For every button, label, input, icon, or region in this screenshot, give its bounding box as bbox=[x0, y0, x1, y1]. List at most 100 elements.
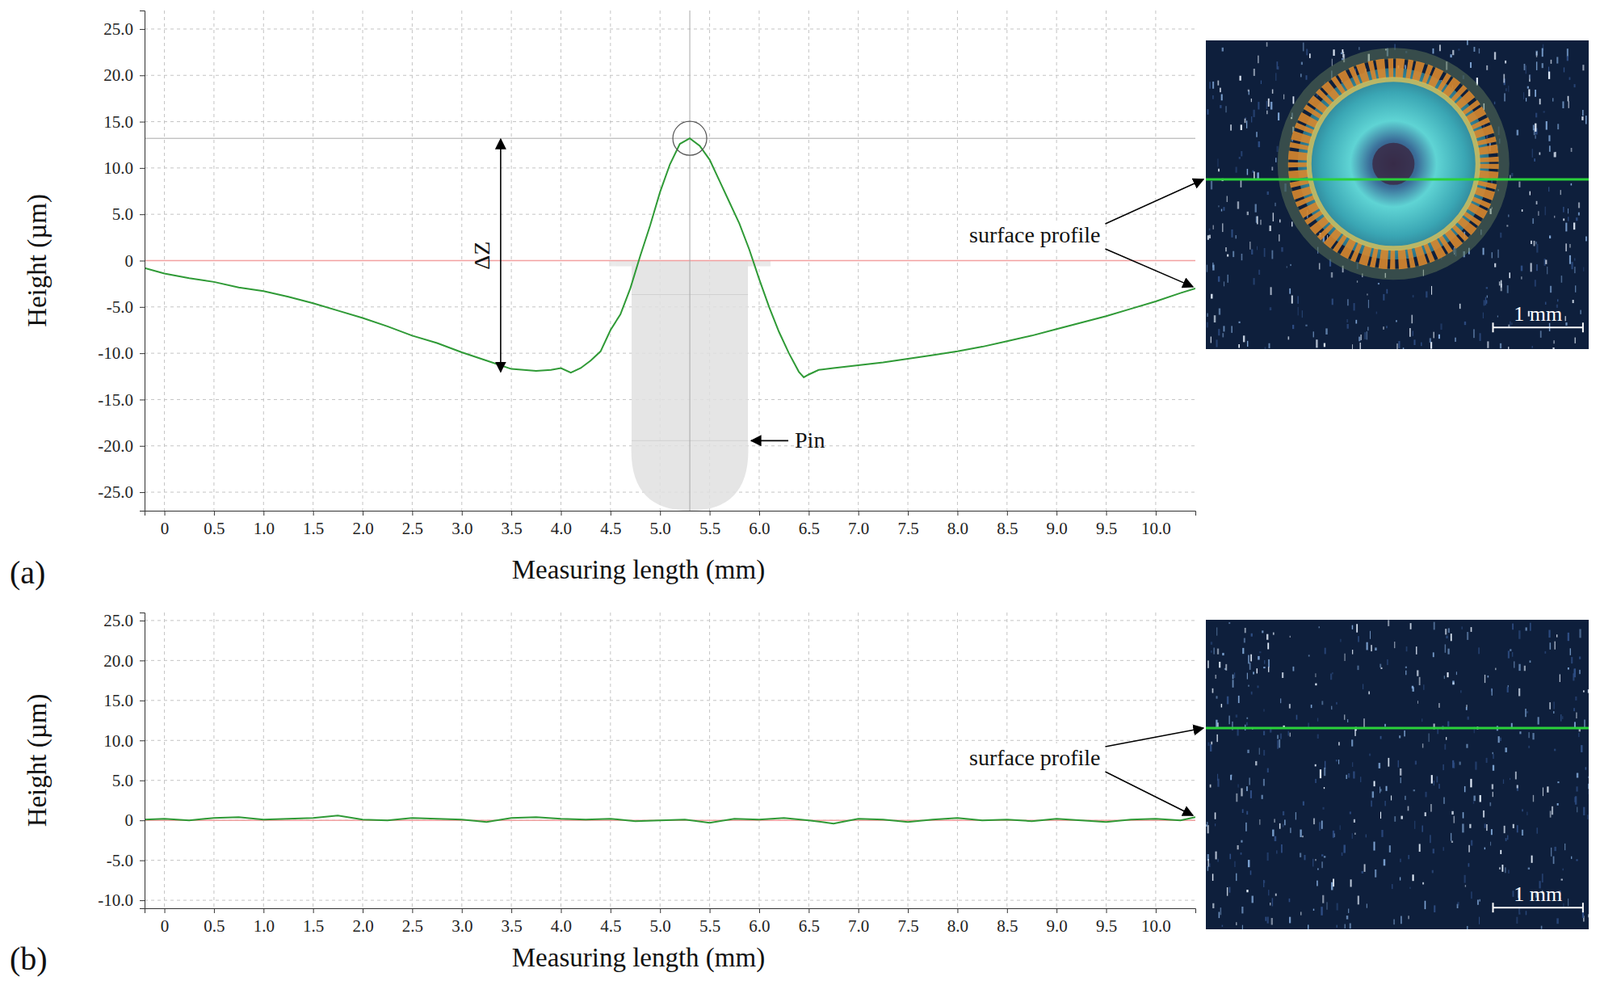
speckle bbox=[1567, 632, 1570, 641]
speckle bbox=[1492, 791, 1494, 797]
speckle bbox=[1574, 285, 1576, 292]
speckle bbox=[1454, 337, 1457, 342]
speckle bbox=[1549, 701, 1551, 710]
reference-line bbox=[144, 260, 1196, 262]
speckle bbox=[1503, 92, 1506, 101]
speckle bbox=[1464, 785, 1466, 792]
tick-label: -5.0 bbox=[106, 297, 134, 317]
speckle bbox=[1516, 916, 1518, 924]
tick-label: 0.5 bbox=[203, 518, 225, 538]
tick-mark bbox=[411, 907, 413, 913]
x-axis-title: Measuring length (mm) bbox=[512, 554, 765, 585]
speckle bbox=[1536, 264, 1538, 271]
speckle bbox=[1428, 733, 1430, 743]
speckle bbox=[1432, 869, 1434, 874]
speckle bbox=[1485, 297, 1487, 306]
speckle bbox=[1410, 622, 1412, 630]
grid-line-y bbox=[144, 28, 1196, 30]
speckle bbox=[1563, 67, 1565, 72]
profile-line bbox=[1205, 726, 1589, 730]
speckle bbox=[1212, 262, 1214, 268]
speckle bbox=[1414, 820, 1416, 829]
tick-label: 8.0 bbox=[947, 518, 969, 538]
tick-label: 8.5 bbox=[996, 915, 1018, 936]
tick-mark bbox=[139, 214, 145, 215]
speckle bbox=[1282, 810, 1285, 815]
speckle bbox=[1503, 825, 1506, 833]
speckle bbox=[1567, 667, 1570, 670]
speckle bbox=[1570, 647, 1571, 656]
speckle bbox=[1249, 776, 1251, 785]
speckle bbox=[1247, 340, 1248, 347]
speckle bbox=[1259, 219, 1261, 225]
speckle bbox=[1272, 88, 1273, 93]
speckle bbox=[1399, 876, 1401, 880]
speckle bbox=[1207, 865, 1209, 871]
speckle bbox=[1264, 659, 1265, 664]
tick-label: 25.0 bbox=[103, 610, 134, 630]
speckle bbox=[1258, 269, 1260, 275]
speckle bbox=[1289, 732, 1291, 737]
speckle bbox=[1587, 913, 1589, 917]
speckle bbox=[1438, 702, 1440, 708]
speckle bbox=[1280, 844, 1283, 853]
speckle bbox=[1322, 894, 1324, 903]
speckle bbox=[1276, 849, 1278, 853]
speckle bbox=[1213, 314, 1216, 323]
speckle bbox=[1247, 655, 1249, 664]
speckle bbox=[1352, 771, 1355, 779]
speckle bbox=[1432, 848, 1435, 853]
speckle bbox=[1511, 623, 1514, 630]
speckle bbox=[1417, 700, 1419, 704]
plot-area bbox=[144, 814, 1196, 824]
speckle bbox=[1587, 783, 1589, 790]
speckle bbox=[1222, 652, 1224, 656]
tick-mark bbox=[1007, 510, 1008, 516]
tick-mark bbox=[139, 398, 145, 400]
speckle bbox=[1356, 665, 1359, 670]
grid-line-x bbox=[709, 612, 710, 908]
speckle bbox=[1313, 908, 1315, 911]
speckle bbox=[1453, 815, 1456, 824]
tick: -5.0 bbox=[106, 297, 145, 317]
speckle bbox=[1541, 873, 1544, 882]
speckle bbox=[1579, 629, 1581, 639]
speckle bbox=[1567, 898, 1569, 906]
speckle bbox=[1314, 778, 1317, 783]
speckle bbox=[1361, 870, 1364, 874]
speckle bbox=[1318, 263, 1321, 270]
speckle bbox=[1541, 925, 1543, 929]
speckle bbox=[1519, 730, 1521, 734]
speckle bbox=[1268, 225, 1271, 231]
grid-line-x bbox=[659, 612, 661, 908]
speckle bbox=[1212, 688, 1214, 693]
speckle bbox=[1378, 762, 1381, 769]
speckle bbox=[1462, 811, 1465, 818]
speckle bbox=[1499, 737, 1502, 741]
speckle bbox=[1548, 134, 1550, 141]
speckle bbox=[1226, 196, 1228, 202]
speckle bbox=[1553, 710, 1554, 714]
speckle bbox=[1302, 42, 1305, 52]
grid-line-y bbox=[144, 739, 1196, 741]
tick-mark bbox=[759, 510, 761, 516]
speckle bbox=[1207, 109, 1210, 115]
speckle bbox=[1507, 686, 1509, 693]
speckle bbox=[1572, 672, 1575, 681]
speckle bbox=[1299, 829, 1302, 837]
speckle bbox=[1352, 625, 1353, 630]
speckle bbox=[1368, 299, 1370, 308]
speckle bbox=[1353, 818, 1356, 823]
tick-mark bbox=[139, 75, 145, 76]
speckle bbox=[1570, 183, 1573, 186]
speckle bbox=[1247, 672, 1248, 680]
speckle bbox=[1363, 718, 1365, 727]
speckle bbox=[1578, 732, 1580, 737]
speckle bbox=[1360, 334, 1362, 341]
tick: 5.5 bbox=[699, 907, 721, 936]
speckle bbox=[1499, 232, 1502, 238]
speckle bbox=[1477, 898, 1479, 904]
tick-mark bbox=[1007, 907, 1008, 913]
speckle bbox=[1513, 660, 1515, 668]
speckle bbox=[1286, 265, 1288, 268]
